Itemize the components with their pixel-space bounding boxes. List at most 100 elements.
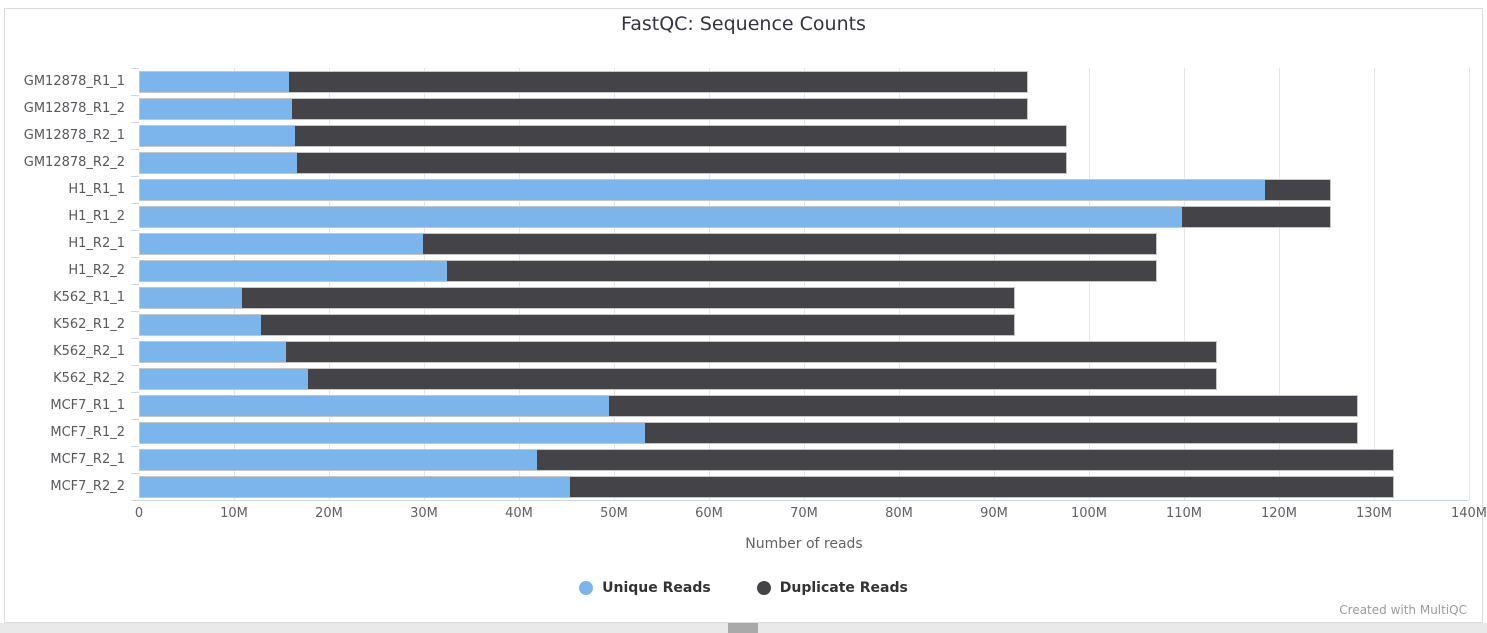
bar-segment-duplicate[interactable] bbox=[609, 396, 1357, 416]
x-tick-label: 70M bbox=[790, 506, 818, 521]
legend-label-unique: Unique Reads bbox=[602, 580, 711, 596]
y-axis-label: K562_R1_2 bbox=[53, 317, 125, 332]
bar-row bbox=[139, 338, 1469, 365]
x-tick-label: 20M bbox=[315, 506, 343, 521]
y-axis-ticks bbox=[131, 68, 139, 501]
y-axis-tick bbox=[131, 95, 139, 96]
bar-segment-duplicate[interactable] bbox=[422, 234, 1157, 254]
gridline bbox=[899, 68, 900, 500]
x-tick-label: 30M bbox=[410, 506, 438, 521]
bar-segment-unique[interactable] bbox=[140, 234, 423, 254]
legend-item-unique-reads[interactable]: Unique Reads bbox=[579, 580, 711, 596]
bar-stack bbox=[139, 395, 1358, 417]
bar-segment-duplicate[interactable] bbox=[294, 126, 1067, 146]
bar-stack bbox=[139, 341, 1218, 363]
bar-segment-duplicate[interactable] bbox=[291, 99, 1028, 119]
y-axis-label: MCF7_R2_1 bbox=[50, 452, 125, 467]
bar-segment-unique[interactable] bbox=[140, 369, 308, 389]
bar-segment-duplicate[interactable] bbox=[1264, 180, 1331, 200]
created-with-multiqc-label: Created with MultiQC bbox=[1339, 603, 1467, 617]
bar-stack bbox=[139, 71, 1029, 93]
x-tick-label: 110M bbox=[1165, 506, 1203, 521]
y-axis-label: GM12878_R2_2 bbox=[23, 155, 125, 170]
bar-stack bbox=[139, 152, 1068, 174]
y-axis-tick bbox=[131, 257, 139, 258]
horizontal-scrollbar[interactable] bbox=[0, 623, 1487, 633]
bar-segment-duplicate[interactable] bbox=[644, 423, 1357, 443]
bar-stack bbox=[139, 179, 1332, 201]
bar-row bbox=[139, 68, 1469, 95]
bar-segment-unique[interactable] bbox=[140, 207, 1183, 227]
y-axis-tick bbox=[131, 392, 139, 393]
x-tick-label: 80M bbox=[885, 506, 913, 521]
bar-segment-unique[interactable] bbox=[140, 126, 295, 146]
bar-row bbox=[139, 473, 1469, 500]
x-tick-label: 0 bbox=[134, 506, 144, 521]
gridline bbox=[1089, 68, 1090, 500]
gridline bbox=[1373, 68, 1375, 500]
bar-segment-unique[interactable] bbox=[140, 423, 645, 443]
y-axis-tick bbox=[131, 473, 139, 474]
legend-marker-duplicate-icon bbox=[756, 581, 771, 595]
bar-segment-duplicate[interactable] bbox=[307, 369, 1217, 389]
scrollbar-thumb[interactable] bbox=[728, 623, 758, 633]
bar-segment-unique[interactable] bbox=[140, 288, 243, 308]
bar-segment-duplicate[interactable] bbox=[447, 261, 1157, 281]
y-axis-label: MCF7_R2_2 bbox=[50, 479, 125, 494]
bar-stack bbox=[139, 422, 1358, 444]
legend-label-duplicate: Duplicate Reads bbox=[779, 580, 908, 596]
y-axis-tick bbox=[131, 122, 139, 123]
bar-segment-duplicate[interactable] bbox=[569, 477, 1393, 497]
bar-stack bbox=[139, 476, 1394, 498]
bar-segment-unique[interactable] bbox=[140, 396, 610, 416]
gridline bbox=[519, 68, 520, 500]
y-axis-label: GM12878_R1_1 bbox=[23, 74, 125, 89]
y-axis-label: MCF7_R1_2 bbox=[50, 425, 125, 440]
bar-segment-unique[interactable] bbox=[140, 153, 298, 173]
bar-segment-unique[interactable] bbox=[140, 477, 570, 497]
y-axis-label: K562_R1_1 bbox=[53, 290, 125, 305]
y-axis-tick bbox=[131, 311, 139, 312]
gridline bbox=[234, 68, 235, 500]
gridline bbox=[804, 68, 805, 500]
gridline bbox=[1279, 68, 1280, 500]
x-axis-title: Number of reads bbox=[745, 536, 863, 552]
bar-row bbox=[139, 311, 1469, 338]
bar-stack bbox=[139, 206, 1332, 228]
bar-segment-unique[interactable] bbox=[140, 342, 287, 362]
bar-segment-unique[interactable] bbox=[140, 450, 538, 470]
x-tick-label: 120M bbox=[1260, 506, 1298, 521]
bar-segment-duplicate[interactable] bbox=[242, 288, 1014, 308]
bar-segment-unique[interactable] bbox=[140, 99, 292, 119]
y-axis-tick bbox=[131, 68, 139, 69]
bar-segment-duplicate[interactable] bbox=[288, 72, 1028, 92]
bar-row bbox=[139, 176, 1469, 203]
bar-row bbox=[139, 230, 1469, 257]
bar-segment-unique[interactable] bbox=[140, 315, 262, 335]
bar-row bbox=[139, 392, 1469, 419]
bar-row bbox=[139, 446, 1469, 473]
bar-segment-unique[interactable] bbox=[140, 180, 1265, 200]
legend: Unique Reads Duplicate Reads bbox=[0, 580, 1487, 596]
bar-segment-duplicate[interactable] bbox=[1182, 207, 1331, 227]
bar-row bbox=[139, 203, 1469, 230]
x-tick-label: 50M bbox=[600, 506, 628, 521]
legend-item-duplicate-reads[interactable]: Duplicate Reads bbox=[756, 580, 908, 596]
y-axis-tick bbox=[131, 203, 139, 204]
gridline bbox=[709, 68, 710, 500]
bar-segment-duplicate[interactable] bbox=[261, 315, 1014, 335]
y-axis-label: H1_R2_1 bbox=[68, 236, 125, 251]
y-axis-label: H1_R1_1 bbox=[68, 182, 125, 197]
bar-segment-duplicate[interactable] bbox=[286, 342, 1217, 362]
bar-segment-unique[interactable] bbox=[140, 72, 289, 92]
bar-segment-duplicate[interactable] bbox=[537, 450, 1393, 470]
bar-segment-unique[interactable] bbox=[140, 261, 448, 281]
y-axis-label: K562_R2_1 bbox=[53, 344, 125, 359]
gridline bbox=[614, 68, 615, 500]
y-axis-label: GM12878_R1_2 bbox=[23, 101, 125, 116]
x-axis-tick-labels: 0 10M 20M 30M 40M 50M 60M 70M 80M 90M 100M 110M 120M… bbox=[135, 506, 1487, 524]
bar-segment-duplicate[interactable] bbox=[297, 153, 1067, 173]
y-axis-label: K562_R2_2 bbox=[53, 371, 125, 386]
gridline bbox=[329, 68, 330, 500]
bar-row bbox=[139, 122, 1469, 149]
